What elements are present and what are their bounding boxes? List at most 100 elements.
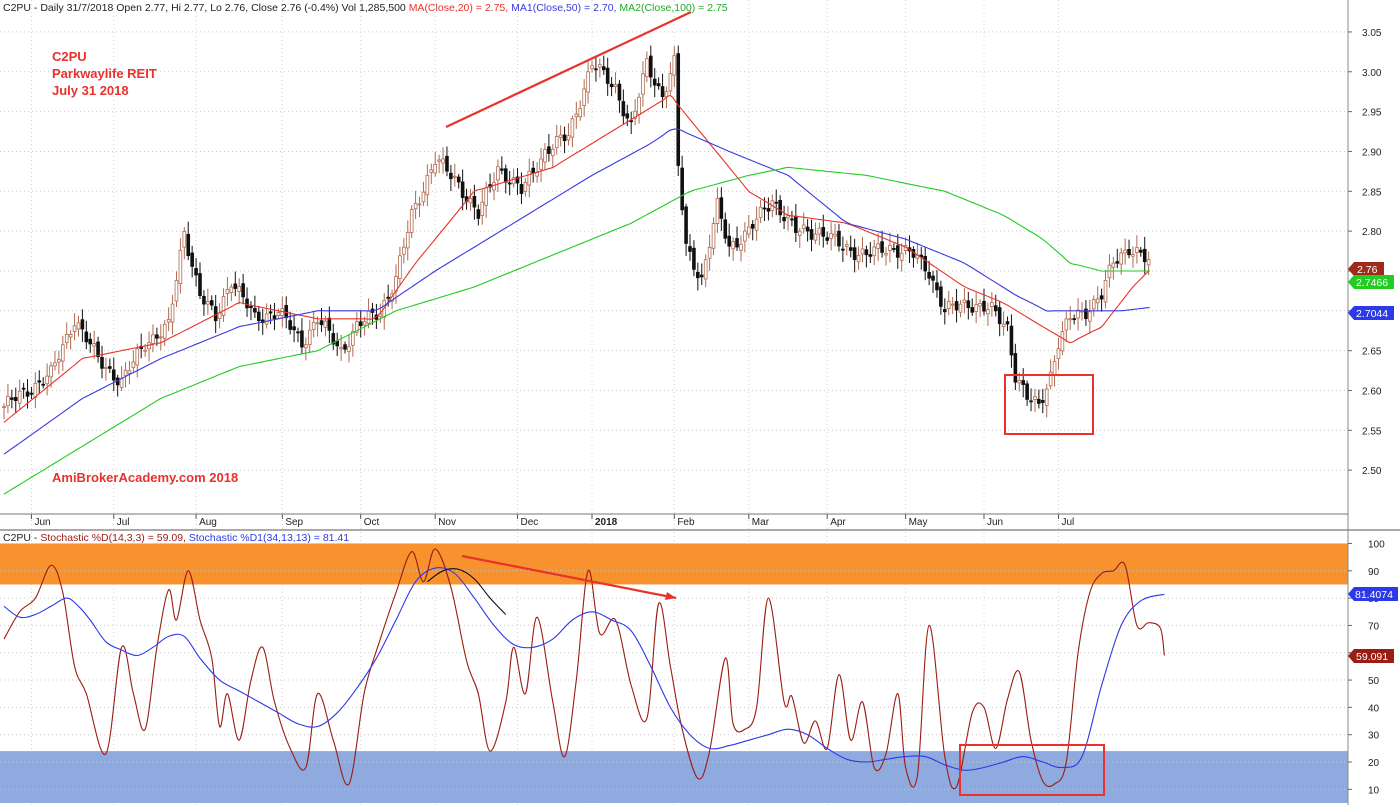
header-ma100: MA2(Close,100) = 2.75: [616, 2, 727, 14]
candle-up: [354, 321, 359, 333]
candle-down: [794, 215, 798, 233]
candle-up: [429, 169, 434, 173]
candle-up: [182, 230, 187, 248]
candle-down: [1127, 249, 1131, 256]
date-tick-label: Jul: [1061, 517, 1074, 528]
date-tick-label: Sep: [285, 517, 303, 528]
candle-down: [88, 338, 93, 345]
candlestick-series: [2, 45, 1151, 420]
candle-up: [68, 333, 73, 338]
candle-up: [801, 224, 806, 229]
candle-down: [331, 333, 336, 345]
annotation-watermark: AmiBrokerAcademy.com 2018: [52, 470, 238, 485]
stochastic-tick-label: 70: [1368, 621, 1380, 632]
candle-up: [1123, 249, 1127, 254]
candle-down: [943, 309, 947, 313]
candle-down: [848, 247, 853, 251]
candle-down: [1115, 261, 1120, 264]
stoch-header-d: Stochastic %D(14,3,3) = 59.09,: [40, 532, 189, 544]
candle-up: [264, 313, 269, 325]
candle-up: [366, 310, 371, 324]
candle-up: [876, 243, 880, 249]
candle-up: [633, 110, 637, 119]
candle-up: [174, 279, 179, 302]
price-tick-label: 2.90: [1362, 147, 1382, 158]
candle-up: [833, 233, 837, 237]
candle-up: [1060, 331, 1065, 352]
candle-up: [276, 312, 281, 316]
date-tick-label: Jul: [117, 517, 130, 528]
candle-down: [209, 300, 214, 306]
price-tick-label: 3.05: [1362, 28, 1382, 39]
candle-up: [72, 325, 77, 332]
candle-down: [605, 67, 610, 84]
stoch-d-badge: 59.091: [1348, 649, 1394, 663]
price-higher-high-trendline: [445, 11, 692, 128]
candle-up: [758, 206, 763, 218]
candle-up: [433, 163, 437, 174]
candle-down: [37, 380, 42, 383]
candle-up: [170, 303, 175, 323]
candle-up: [990, 302, 994, 308]
candle-up: [49, 365, 53, 378]
candle-down: [852, 247, 857, 261]
candle-up: [1095, 298, 1100, 304]
candle-up: [33, 382, 38, 398]
candle-down: [1013, 353, 1018, 383]
candle-down: [927, 272, 931, 279]
candle-up: [315, 322, 320, 325]
candle-up: [539, 158, 543, 170]
candle-down: [993, 305, 998, 312]
candle-up: [452, 175, 457, 178]
price-tick-label: 2.60: [1362, 386, 1382, 397]
date-tick-label: Dec: [521, 517, 539, 528]
candle-up: [1135, 247, 1139, 253]
candle-up: [974, 304, 978, 312]
candle-down: [778, 199, 782, 216]
stochastic-tick-label: 20: [1368, 758, 1380, 769]
candle-down: [1041, 400, 1045, 403]
candle-up: [872, 246, 877, 257]
candle-down: [472, 196, 477, 208]
candle-down: [319, 320, 324, 326]
candle-down: [41, 383, 45, 386]
annotation-company: Parkwaylife REIT: [52, 66, 157, 81]
candle-down: [562, 134, 567, 142]
candle-up: [390, 293, 394, 302]
date-tick-label: Nov: [438, 517, 456, 528]
candle-up: [1088, 311, 1092, 322]
candle-down: [25, 391, 30, 397]
candle-down: [241, 283, 245, 298]
candle-down: [108, 366, 112, 369]
candle-down: [621, 101, 626, 117]
candle-down: [966, 300, 971, 308]
candle-down: [202, 295, 206, 305]
candle-up: [166, 319, 171, 323]
candle-up: [958, 303, 963, 313]
candle-up: [178, 249, 183, 284]
candle-up: [1076, 309, 1080, 319]
candle-down: [1025, 383, 1029, 400]
candle-down: [954, 301, 959, 311]
svg-text:2.7044: 2.7044: [1356, 308, 1388, 320]
stochastic-tick-label: 100: [1368, 539, 1385, 550]
candle-down: [688, 246, 692, 252]
candle-down: [774, 201, 779, 204]
candle-up: [586, 71, 590, 93]
candle-down: [750, 224, 755, 229]
stochastic-bottom-highlight-box: [959, 744, 1105, 796]
candle-down: [841, 248, 845, 251]
stochastic-lower-high-trendline: [461, 554, 677, 600]
candle-down: [233, 283, 238, 289]
candle-up: [362, 321, 367, 326]
candle-up: [978, 303, 982, 307]
overbought-band: [0, 543, 1348, 585]
stochastic-trendline-arrowhead: [665, 592, 676, 600]
stochastic-d-line: [3, 548, 1165, 790]
candle-down: [1037, 398, 1041, 404]
candle-up: [1091, 299, 1096, 310]
candle-down: [194, 268, 198, 276]
candle-up: [119, 378, 124, 388]
candle-down: [190, 252, 194, 267]
